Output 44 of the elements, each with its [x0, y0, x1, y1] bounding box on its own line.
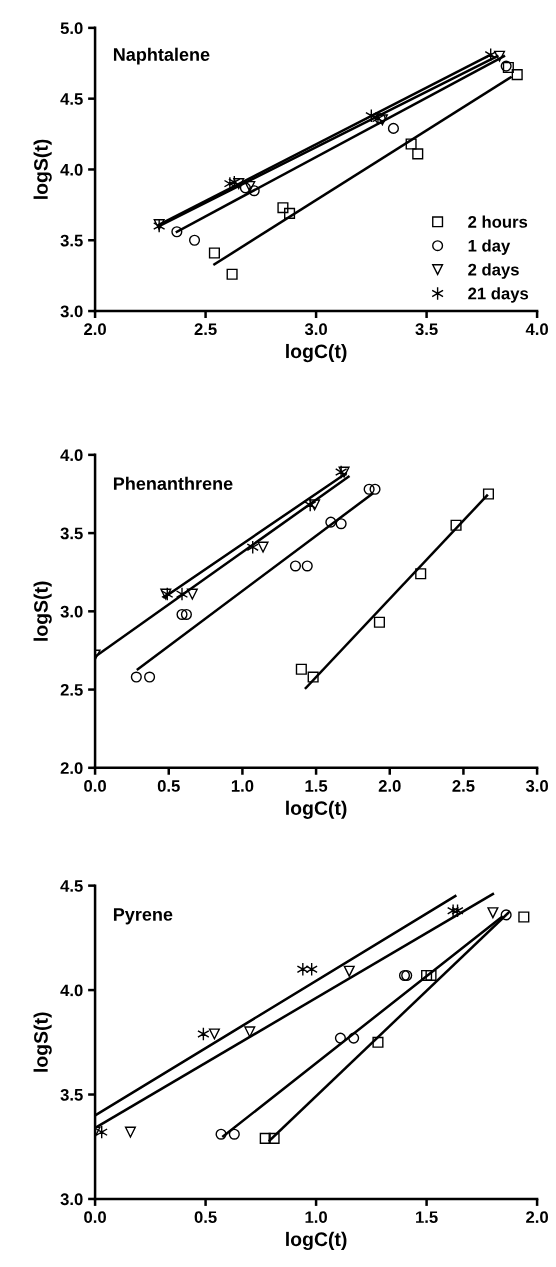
x-tick-label: 3.0 — [525, 780, 548, 792]
x-axis-title: logC(t) — [286, 800, 347, 819]
legend-label: 2 hours — [468, 215, 528, 228]
y-tick-label: 2.5 — [60, 683, 83, 696]
legend-label: 1 day — [468, 239, 511, 255]
y-tick-label: 3.5 — [60, 1088, 83, 1101]
x-tick-label: 2.5 — [194, 323, 217, 336]
x-tick-label: 0.5 — [157, 780, 180, 792]
y-tick-label: 4.0 — [60, 449, 83, 462]
x-tick-label: 0.5 — [194, 1211, 217, 1224]
y-tick-label: 4.5 — [60, 880, 83, 892]
x-tick-label: 0.0 — [84, 780, 106, 792]
x-axis-title: logC(t) — [286, 1231, 347, 1251]
y-tick-label: 3.0 — [60, 1193, 83, 1206]
text: Naphtalene — [113, 47, 210, 65]
x-tick-label: 1.0 — [305, 1211, 327, 1224]
y-tick-label: 4.5 — [60, 93, 83, 105]
y-axis-title: logS(t) — [33, 1012, 52, 1072]
y-tick-label: 3.5 — [60, 527, 83, 540]
y-axis-title: logS(t) — [33, 139, 52, 199]
x-tick-label: 2.0 — [526, 1211, 548, 1224]
x-tick-label: 2.0 — [84, 323, 106, 336]
y-tick-label: 5.0 — [60, 22, 83, 35]
y-tick-label: 3.0 — [60, 605, 83, 618]
x-tick-label: 3.5 — [415, 323, 438, 336]
x-tick-label: 2.5 — [452, 780, 475, 792]
y-axis-title: logS(t) — [33, 581, 52, 641]
x-tick-label: 1.5 — [416, 1211, 438, 1224]
x-tick-label: 1.5 — [305, 780, 328, 792]
legend-label: 2 days — [468, 263, 519, 279]
y-tick-label: 2.0 — [60, 762, 83, 775]
x-tick-label: 4.0 — [525, 323, 548, 336]
y-tick-label: 3.0 — [60, 305, 83, 318]
text: Pyrene — [113, 908, 173, 925]
y-tick-label: 4.0 — [60, 984, 83, 997]
y-tick-label: 3.5 — [60, 234, 83, 247]
y-tick-label: 4.0 — [60, 163, 83, 176]
legend-label: 21 days — [468, 287, 529, 303]
text: Phenanthrene — [113, 476, 233, 491]
x-axis-title: logC(t) — [286, 343, 347, 363]
x-tick-label: 3.0 — [304, 323, 327, 336]
x-tick-label: 2.0 — [378, 780, 401, 792]
x-tick-label: 0.0 — [84, 1211, 106, 1224]
x-tick-label: 1.0 — [231, 780, 254, 792]
